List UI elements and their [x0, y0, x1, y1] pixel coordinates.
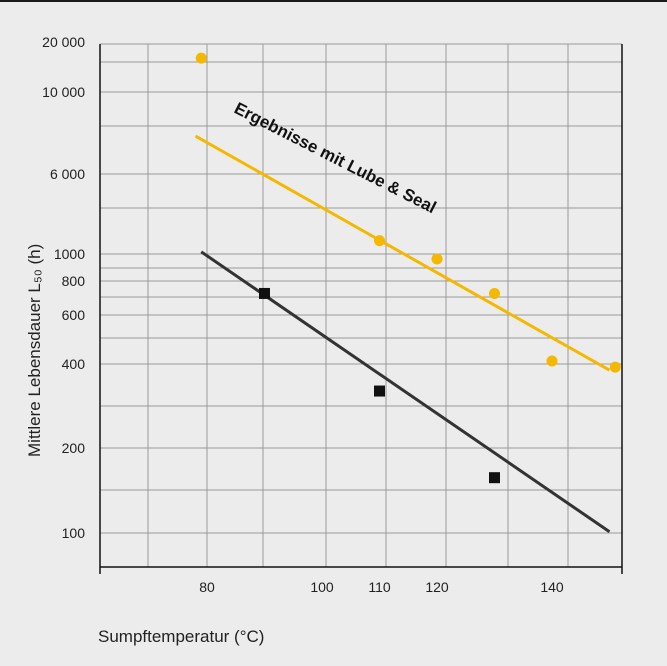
y-tick-label: 10 000 — [42, 84, 85, 100]
annotation-label: Ergebnisse mit Lube & Seal — [231, 99, 439, 218]
x-tick-label: 120 — [425, 579, 449, 595]
data-point-circle — [489, 287, 500, 299]
data-point-circle — [609, 361, 621, 373]
data-points — [195, 52, 621, 484]
y-tick-label: 20 000 — [42, 34, 85, 50]
y-tick-label: 200 — [62, 440, 86, 456]
trend-line-lube-seal — [194, 134, 611, 372]
data-point-circle — [431, 253, 443, 265]
data-point-square — [489, 472, 500, 484]
y-tick-label: 800 — [62, 273, 86, 289]
y-tick-label: 400 — [62, 356, 86, 372]
x-axis-title: Sumpftemperatur (°C) — [98, 627, 264, 646]
y-axis-title: Mittlere Lebensdauer L₅₀ (h) — [25, 244, 44, 457]
y-tick-label: 6 000 — [50, 166, 85, 182]
x-tick-label: 110 — [368, 579, 391, 595]
x-tick-label: 140 — [540, 579, 564, 595]
data-point-square — [259, 287, 270, 299]
y-tick-label: 100 — [62, 525, 86, 541]
x-tick-label: 100 — [310, 579, 334, 595]
y-tick-label: 1000 — [54, 246, 85, 262]
data-point-circle — [195, 52, 207, 64]
data-point-circle — [374, 235, 385, 247]
data-point-square — [374, 385, 385, 397]
y-tick-label: 600 — [62, 307, 86, 323]
tick-labels: 20 000 10 000 6 000 1000 800 600 400 200 100 80 10… — [42, 34, 564, 595]
axes — [99, 44, 623, 574]
x-tick-label: 80 — [199, 579, 215, 595]
data-point-circle — [546, 355, 558, 367]
grid-lines — [100, 43, 622, 568]
